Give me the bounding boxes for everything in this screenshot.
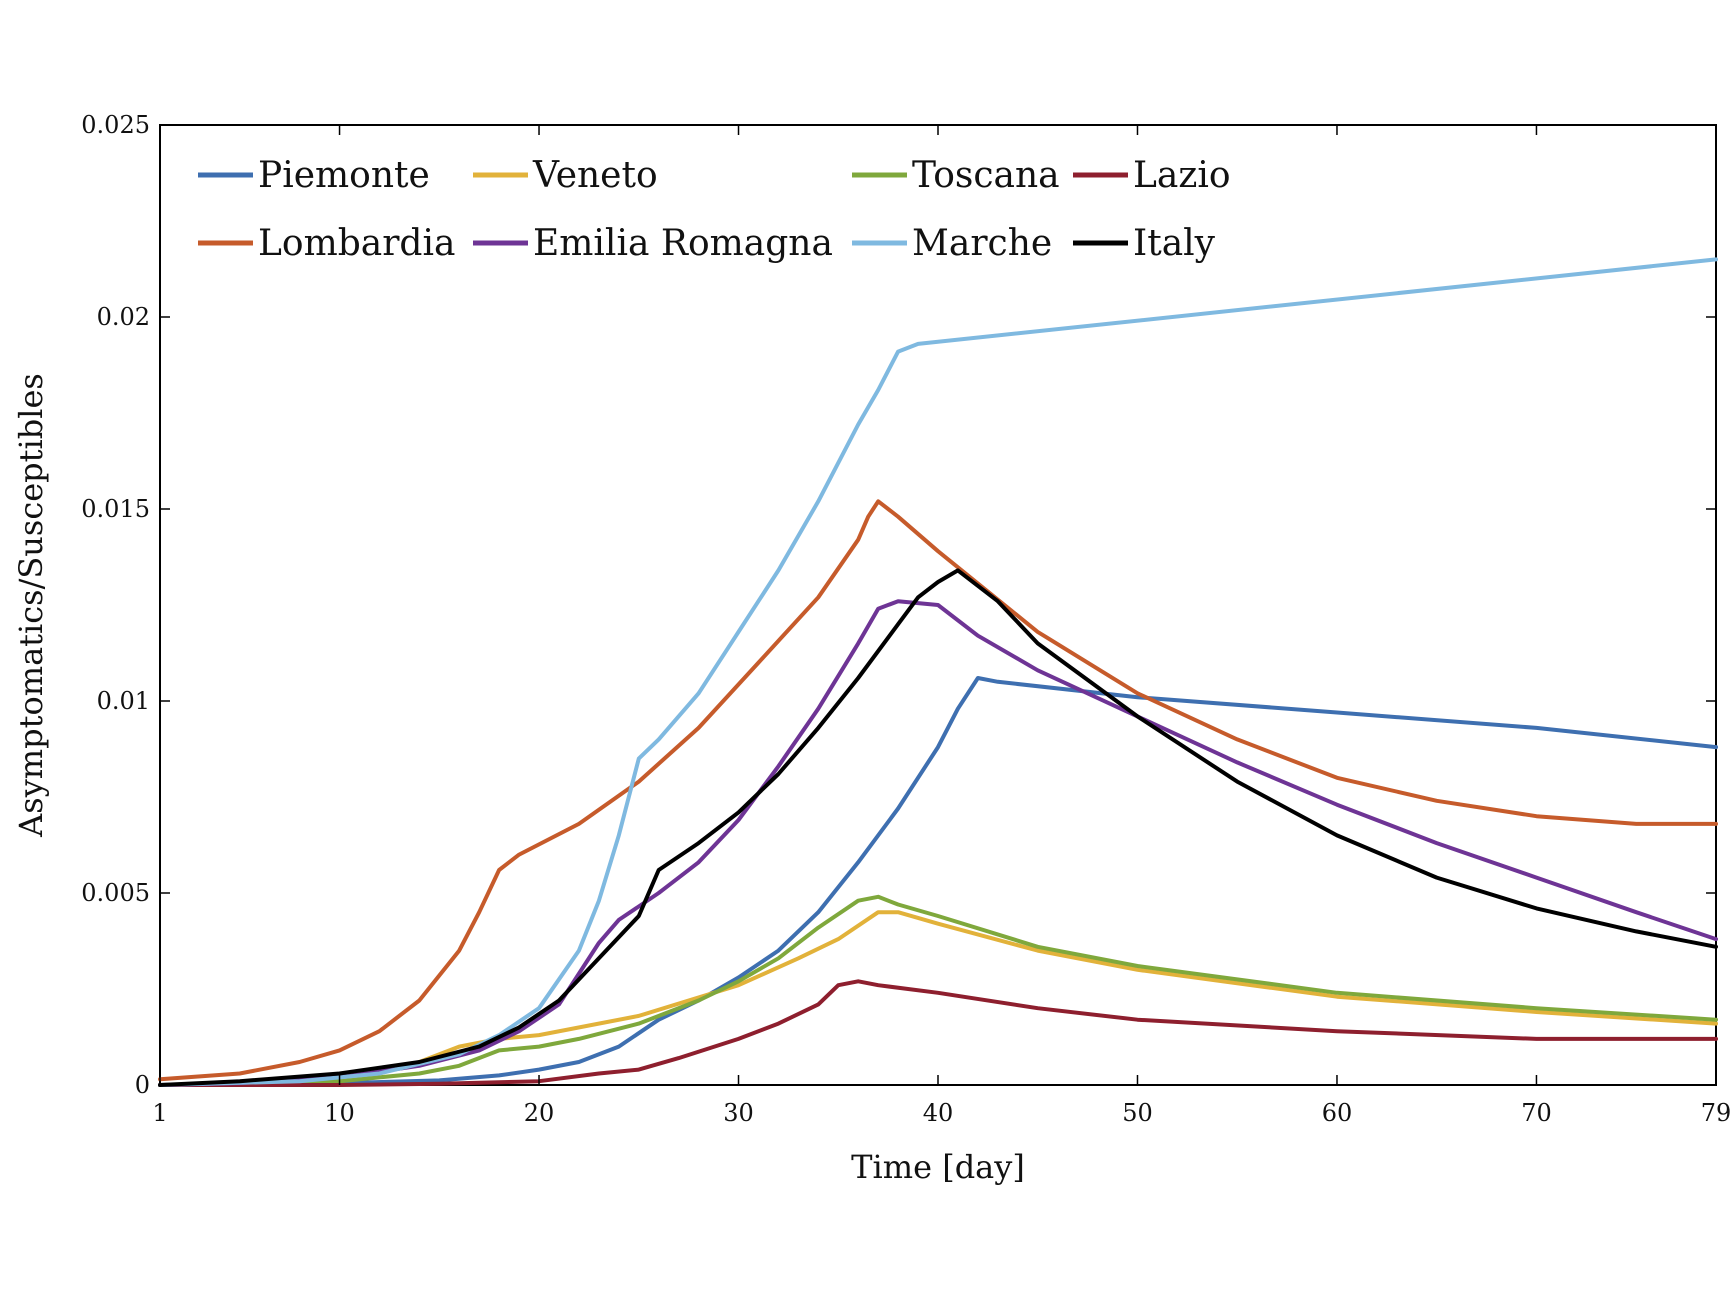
y-axis-label: Asymptomatics/Susceptibles xyxy=(12,373,50,838)
x-tick-label: 30 xyxy=(723,1099,754,1127)
x-tick-label: 79 xyxy=(1701,1099,1732,1127)
legend-label-marche: Marche xyxy=(912,223,1052,264)
x-tick-label: 10 xyxy=(324,1099,355,1127)
y-tick-label: 0.015 xyxy=(81,495,150,523)
x-tick-label: 70 xyxy=(1521,1099,1552,1127)
y-tick-label: 0.005 xyxy=(81,879,150,907)
legend-label-piemonte: Piemonte xyxy=(258,155,430,196)
axis-ticks: 1 10 20 30 40 50 60 70 79 0 0.005 0.01 0.015 0.02 0.02… xyxy=(81,111,1731,1127)
x-tick-label: 1 xyxy=(152,1099,167,1127)
legend-label-lazio: Lazio xyxy=(1133,155,1231,196)
series-line-emilia-romagna xyxy=(158,599,1718,1087)
series-line-lombardia xyxy=(158,499,1718,1082)
series-line-marche xyxy=(158,257,1718,1087)
x-tick-label: 40 xyxy=(923,1099,954,1127)
x-tick-label: 20 xyxy=(524,1099,555,1127)
series-line-veneto xyxy=(158,910,1718,1087)
legend-label-veneto: Veneto xyxy=(532,155,658,196)
x-tick-label: 50 xyxy=(1122,1099,1153,1127)
y-tick-label: 0.01 xyxy=(97,687,150,715)
series-line-piemonte xyxy=(158,676,1718,1087)
legend: Piemonte Veneto Toscana Lazio Lombardia Emili… xyxy=(198,155,1231,264)
y-tick-label: 0.025 xyxy=(81,111,150,139)
legend-label-toscana: Toscana xyxy=(912,155,1060,196)
legend-label-emilia-romagna: Emilia Romagna xyxy=(533,223,833,264)
series-line-toscana xyxy=(158,894,1718,1087)
x-tick-label: 60 xyxy=(1322,1099,1353,1127)
y-tick-label: 0 xyxy=(135,1071,150,1099)
series-line-italy xyxy=(158,568,1718,1087)
y-tick-label: 0.02 xyxy=(97,303,150,331)
legend-label-italy: Italy xyxy=(1133,223,1216,264)
series-layer xyxy=(158,257,1718,1087)
x-axis-label: Time [day] xyxy=(851,1148,1025,1186)
legend-label-lombardia: Lombardia xyxy=(258,223,455,264)
